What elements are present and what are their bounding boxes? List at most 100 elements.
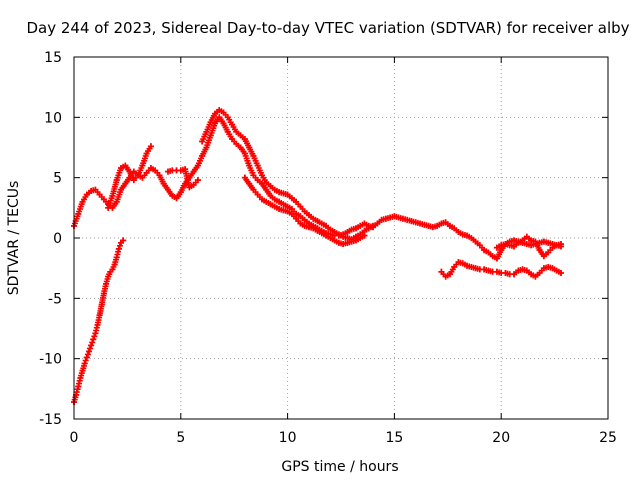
data-point — [271, 196, 278, 203]
data-point — [558, 241, 565, 248]
data-point — [348, 238, 355, 245]
data-point — [310, 215, 317, 222]
data-point — [340, 241, 347, 248]
data-point — [237, 132, 244, 139]
data-point — [442, 219, 449, 226]
data-point — [100, 196, 107, 203]
data-point — [267, 192, 274, 199]
x-tick-label: 20 — [492, 430, 510, 446]
data-point — [438, 220, 445, 227]
data-point — [327, 226, 334, 233]
data-point — [519, 266, 526, 273]
data-point — [229, 136, 236, 143]
data-point — [143, 150, 150, 157]
data-point — [105, 273, 112, 280]
ticks: 0 5 10 15 20 25 -15 -10 -5 0 5 10 15 — [39, 50, 617, 446]
data-point — [455, 259, 462, 266]
data-point — [164, 186, 171, 193]
data-point — [85, 348, 92, 355]
data-point — [139, 162, 146, 169]
data-point — [459, 231, 466, 238]
data-point — [357, 222, 364, 229]
data-point — [297, 203, 304, 210]
data-point — [182, 166, 189, 173]
data-point — [263, 179, 270, 186]
data-point — [545, 249, 552, 256]
y-tick-label: 10 — [44, 110, 62, 126]
series-late-upper — [493, 233, 565, 260]
data-point — [417, 220, 424, 227]
data-point — [553, 242, 560, 249]
series-early-loop — [105, 143, 154, 211]
data-point — [96, 191, 103, 198]
data-point — [331, 237, 338, 244]
y-tick-label: -15 — [39, 412, 62, 428]
data-point — [451, 225, 458, 232]
y-tick-label: 0 — [53, 231, 62, 247]
data-point — [404, 216, 411, 223]
data-point — [113, 177, 120, 184]
data-point — [126, 168, 133, 175]
series-rising-start — [71, 237, 127, 406]
data-point — [305, 212, 312, 219]
data-point — [254, 191, 261, 198]
data-point — [190, 181, 197, 188]
data-point — [310, 225, 317, 232]
data-point — [75, 383, 82, 390]
data-point — [143, 169, 150, 176]
data-point — [199, 138, 206, 145]
data-point — [130, 177, 137, 184]
data-point — [79, 367, 86, 374]
data-point — [327, 235, 334, 241]
data-point — [199, 152, 206, 159]
data-point — [190, 168, 197, 175]
data-point — [280, 207, 287, 214]
data-point — [288, 195, 295, 202]
data-point — [540, 238, 547, 245]
data-point — [224, 114, 231, 121]
data-point — [186, 184, 193, 191]
data-point — [434, 222, 441, 229]
data-point — [147, 165, 154, 172]
data-point — [408, 218, 415, 225]
data-point — [305, 224, 312, 231]
series-lower-branch — [241, 174, 368, 248]
data-point — [399, 215, 406, 222]
data-point — [241, 150, 248, 157]
data-point — [387, 214, 394, 221]
data-point — [348, 226, 355, 233]
data-point — [182, 180, 189, 187]
data-point — [211, 120, 218, 127]
data-point — [352, 225, 359, 232]
data-point — [96, 312, 103, 319]
data-point — [75, 210, 82, 217]
data-point — [233, 128, 240, 135]
data-point — [135, 172, 142, 179]
data-point — [267, 183, 274, 190]
data-point — [532, 238, 539, 245]
data-point — [280, 201, 287, 208]
data-point — [293, 215, 300, 222]
data-point — [519, 237, 526, 244]
data-point — [515, 239, 522, 246]
data-point — [88, 187, 95, 194]
data-point — [267, 201, 274, 208]
data-point — [314, 218, 321, 225]
data-point — [194, 177, 201, 184]
x-tick-label: 25 — [599, 430, 617, 446]
x-tick-label: 5 — [176, 430, 185, 446]
data-point — [314, 227, 321, 234]
data-layer — [71, 107, 565, 406]
data-point — [468, 235, 475, 241]
data-point — [374, 220, 381, 227]
data-point — [442, 273, 449, 280]
data-point — [523, 241, 530, 248]
data-point — [395, 214, 402, 221]
data-point — [515, 267, 522, 274]
data-point — [293, 198, 300, 205]
data-point — [506, 242, 513, 249]
data-point — [207, 119, 214, 126]
data-point — [301, 208, 308, 215]
data-point — [207, 132, 214, 139]
data-point — [254, 162, 261, 169]
